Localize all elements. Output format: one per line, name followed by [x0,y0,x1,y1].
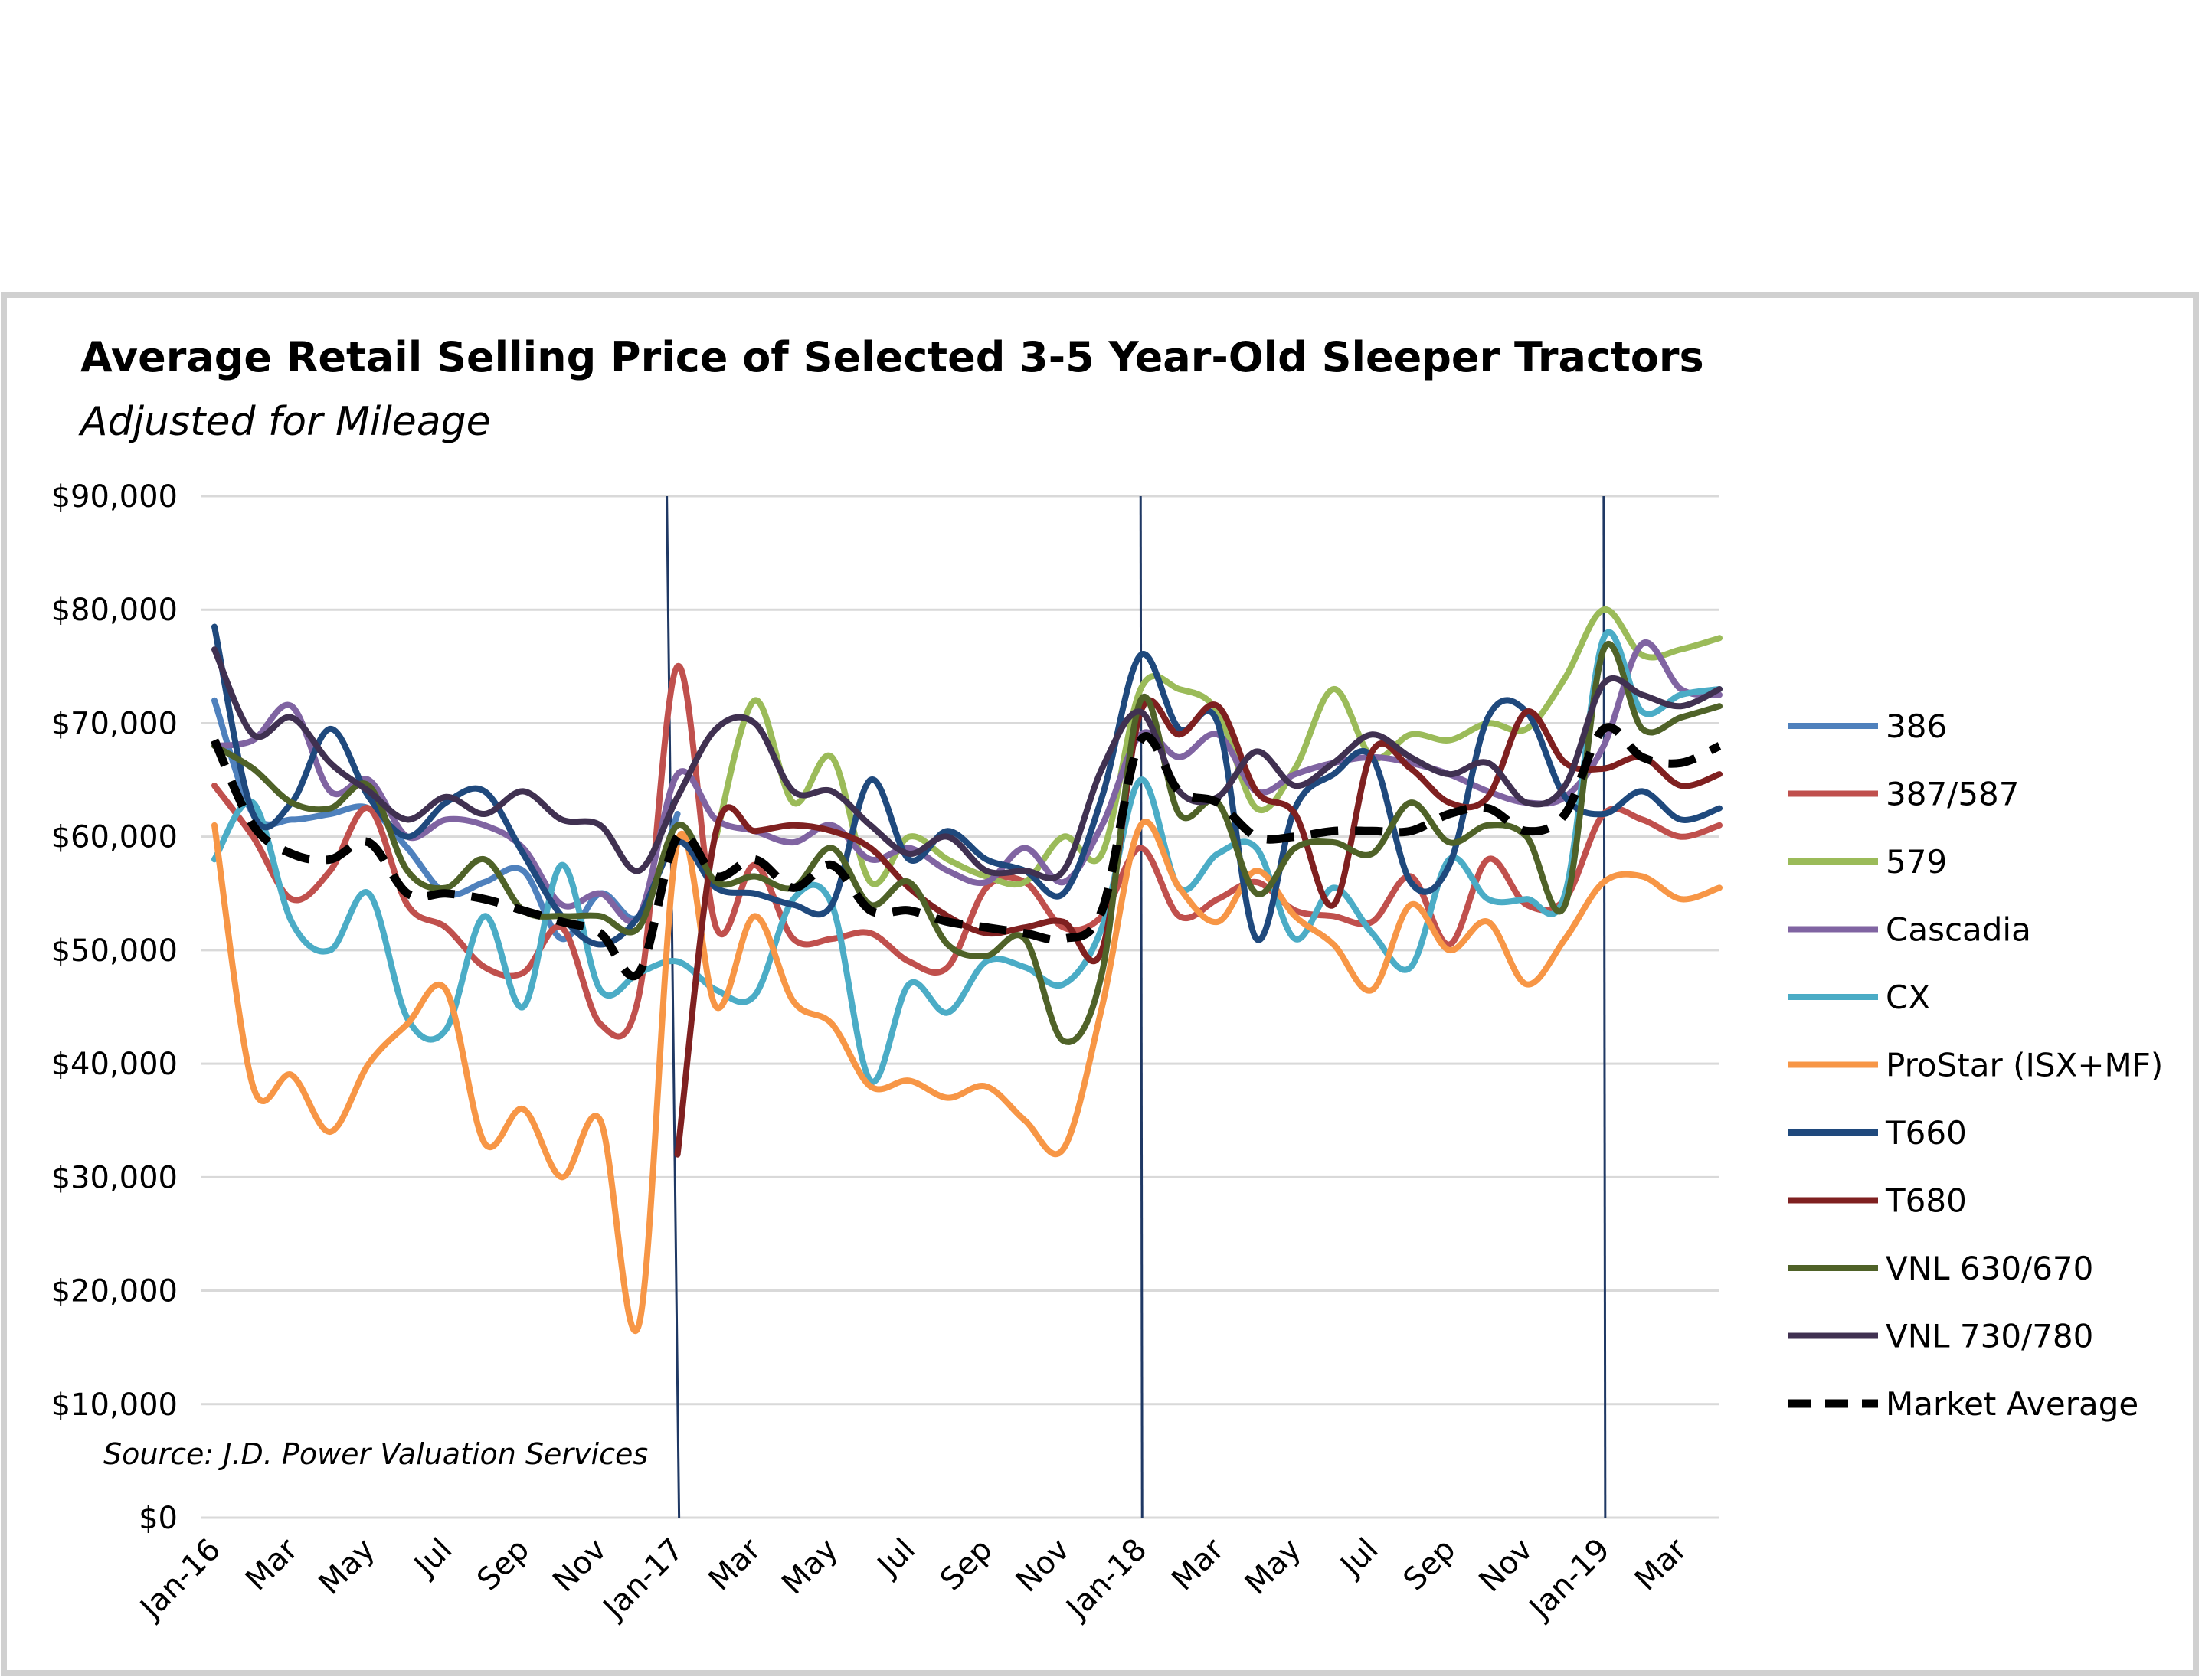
chart-subtitle: Adjusted for Mileage [78,399,491,445]
y-tick-label: $0 [139,1501,178,1536]
y-tick-label: $70,000 [51,706,178,741]
legend-label: Cascadia [1886,911,2031,949]
series-line-cx [211,629,1723,1085]
y-tick-label: $40,000 [51,1047,178,1082]
y-axis-ticks: $0 $10,000 $20,000 $30,000 $40,000 $50,000 $60… [51,479,178,1536]
series-line-cascadia [211,639,1723,925]
chart-title: Average Retail Selling Price of Selected… [80,333,1704,381]
legend-label: T680 [1885,1182,1967,1220]
series-line-t660 [211,623,1723,948]
series-line-market-average [210,723,1722,981]
series-line-vnl-630-670 [211,641,1723,1045]
series-line-prostar-isx-mf- [211,819,1723,1335]
legend-label: 387/587 [1886,776,2019,813]
source-note: Source: J.D. Power Valuation Services [103,1437,648,1471]
y-tick-label: $80,000 [51,593,178,628]
year-marker-line [1139,495,1144,1518]
y-tick-label: $20,000 [51,1274,178,1309]
legend-label: VNL 730/780 [1886,1318,2093,1355]
year-marker-line [1602,495,1607,1518]
legend-label: 386 [1886,708,1947,745]
legend-label: Market Average [1886,1385,2138,1423]
y-tick-label: $10,000 [51,1387,178,1423]
legend-label: ProStar (ISX+MF) [1886,1047,2163,1084]
year-marker-line [666,495,681,1518]
y-tick-label: $50,000 [51,933,178,969]
legend: 386 387/587 579 Cascadia CX ProStar (ISX+MF) T… [1788,708,2163,1423]
series-line-vnl-730-780 [211,646,1723,881]
legend-label: VNL 630/670 [1886,1250,2093,1287]
series-lines [210,606,1723,1335]
series-line-t680 [674,697,1723,1158]
legend-label: CX [1886,979,1930,1016]
year-markers [666,495,1607,1518]
legend-label: T660 [1885,1114,1967,1152]
y-tick-label: $90,000 [51,479,178,515]
legend-label: 579 [1886,843,1947,881]
y-tick-label: $30,000 [51,1160,178,1195]
y-tick-label: $60,000 [51,820,178,855]
